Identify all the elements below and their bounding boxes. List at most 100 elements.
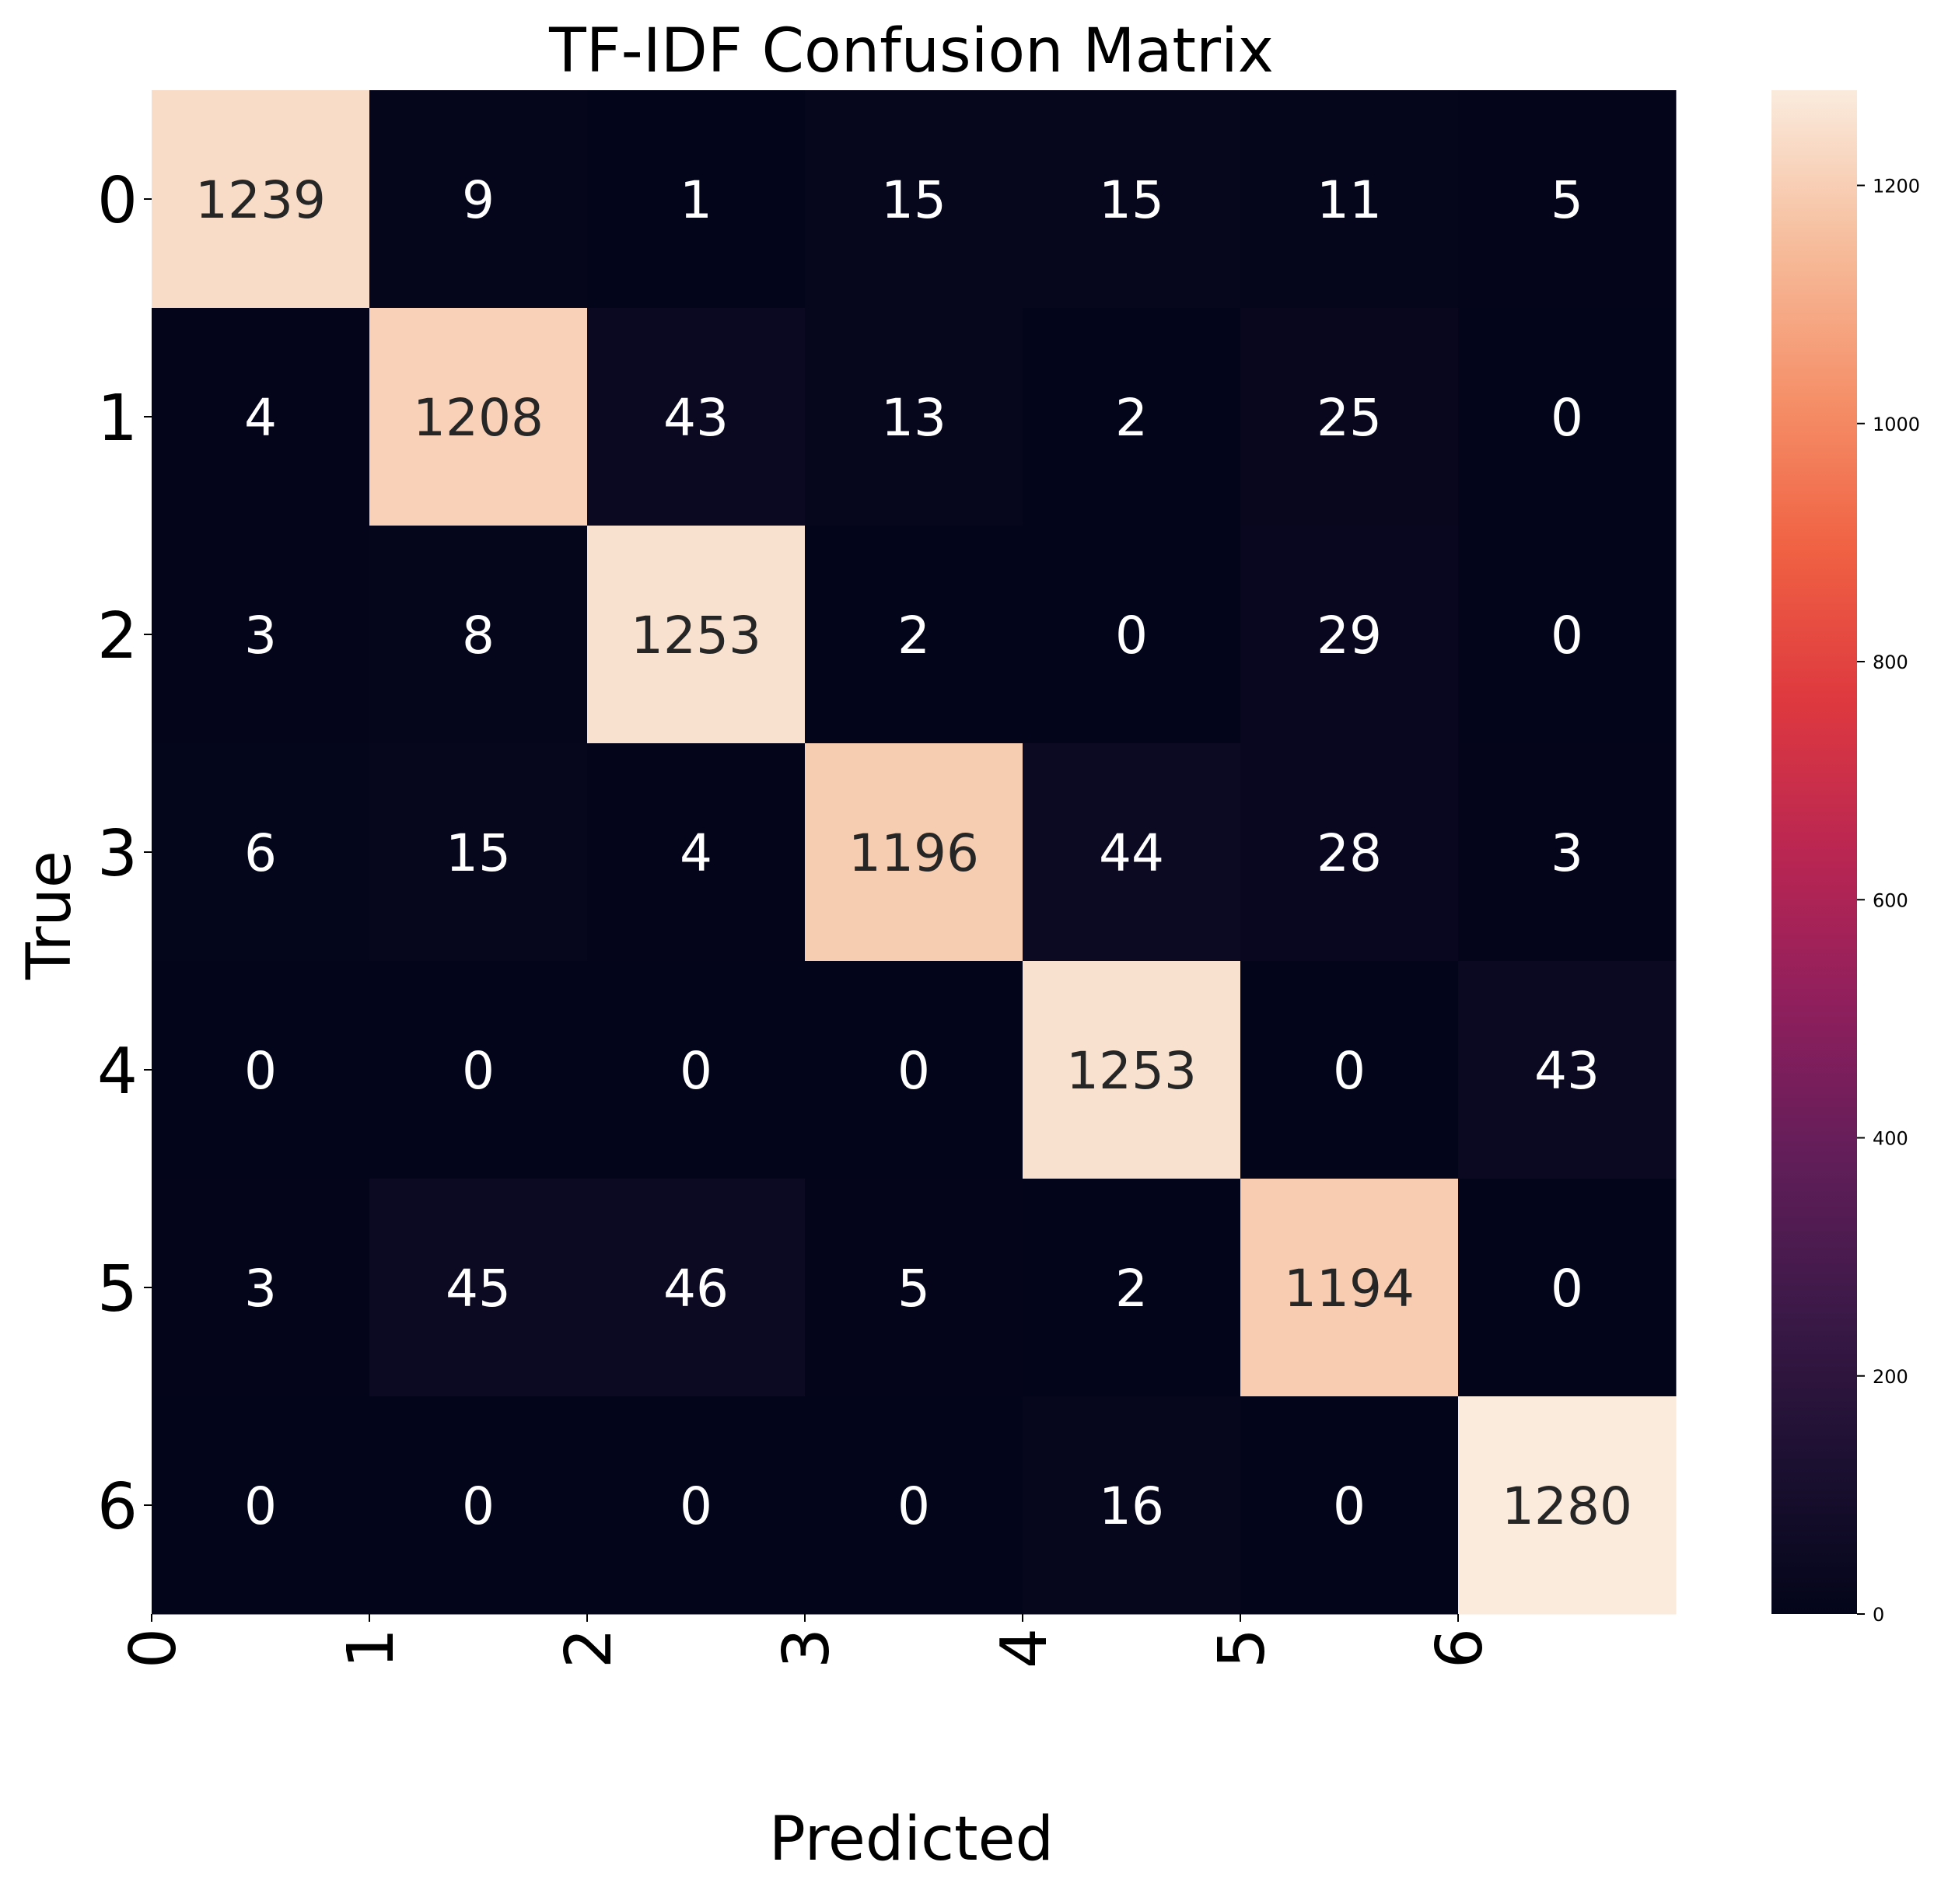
- cell-value-label: 1194: [1284, 1259, 1415, 1319]
- cell-value-label: 2: [1115, 1259, 1148, 1319]
- cell-value-label: 0: [1551, 388, 1583, 448]
- heatmap-cell-r5-c0: [152, 1179, 370, 1397]
- heatmap-cell-r1-c4: [1023, 308, 1241, 526]
- cell-value-label: 0: [244, 1041, 277, 1101]
- heatmap-cell-r3-c2: [587, 743, 806, 962]
- heatmap-cell-r1-c3: [805, 308, 1023, 526]
- heatmap-cell-r0-c6: [1458, 90, 1677, 309]
- cell-value-label: 45: [446, 1259, 511, 1319]
- cell-value-label: 4: [244, 388, 277, 448]
- cell-value-label: 1: [680, 170, 712, 230]
- y-tick-label: 1: [97, 382, 138, 456]
- colorbar-tick-label: 400: [1873, 1128, 1908, 1150]
- heatmap-cell-r2-c5: [1240, 526, 1459, 744]
- cell-value-label: 0: [897, 1041, 930, 1101]
- heatmap-cell-r5-c2: [587, 1179, 806, 1397]
- heatmap-cell-r3-c1: [369, 743, 588, 962]
- colorbar: 0 200 400 600 800 1000 1200: [1771, 90, 1920, 1626]
- heatmap-cell-r6-c4: [1023, 1396, 1241, 1615]
- cell-value-label: 15: [1099, 170, 1164, 230]
- x-axis: 0 1 2 3 4 5 6: [117, 1614, 1497, 1668]
- cell-value-label: 43: [663, 388, 729, 448]
- cell-value-label: 29: [1317, 606, 1382, 666]
- cell-value-label: 3: [244, 606, 277, 666]
- heatmap-cell-r4-c1: [369, 961, 588, 1179]
- heatmap-cell-r0-c1: [369, 90, 588, 309]
- heatmap-cell-r4-c5: [1240, 961, 1459, 1179]
- cell-value-label: 0: [1551, 606, 1583, 666]
- y-tick-label: 0: [97, 164, 138, 238]
- x-tick-label: 6: [1423, 1628, 1497, 1668]
- heatmap-cell-r4-c0: [152, 961, 370, 1179]
- cell-value-label: 0: [244, 1476, 277, 1536]
- cell-value-label: 1253: [1066, 1041, 1197, 1101]
- x-tick-label: 0: [117, 1628, 191, 1668]
- heatmap-cell-r3-c4: [1023, 743, 1241, 962]
- heatmap-cell-r4-c3: [805, 961, 1023, 1179]
- heatmap-cell-r4-c6: [1458, 961, 1677, 1179]
- heatmap-cell-r5-c4: [1023, 1179, 1241, 1397]
- heatmap-cell-r2-c4: [1023, 526, 1241, 744]
- cell-value-label: 0: [1551, 1259, 1583, 1319]
- cell-value-label: 5: [897, 1259, 930, 1319]
- cell-value-label: 46: [663, 1259, 729, 1319]
- cell-value-label: 15: [446, 823, 511, 883]
- y-tick-label: 4: [97, 1035, 138, 1109]
- colorbar-tick-label: 1200: [1873, 176, 1920, 197]
- cell-value-label: 3: [244, 1259, 277, 1319]
- heatmap-cell-r1-c1: [369, 308, 588, 526]
- cell-value-label: 0: [680, 1476, 712, 1536]
- heatmap-cell-r1-c2: [587, 308, 806, 526]
- heatmap-cell-r6-c2: [587, 1396, 806, 1615]
- x-tick-label: 3: [770, 1628, 844, 1668]
- heatmap-cell-r1-c6: [1458, 308, 1677, 526]
- heatmap-cell-r5-c3: [805, 1179, 1023, 1397]
- cell-value-label: 2: [897, 606, 930, 666]
- heatmap-cell-r5-c1: [369, 1179, 588, 1397]
- y-tick-label: 6: [97, 1470, 138, 1544]
- heatmap-cell-r5-c6: [1458, 1179, 1677, 1397]
- heatmap-cell-r4-c4: [1023, 961, 1241, 1179]
- x-tick-label: 5: [1205, 1628, 1279, 1668]
- cell-value-label: 0: [462, 1041, 495, 1101]
- cell-value-label: 25: [1317, 388, 1382, 448]
- cell-value-label: 4: [680, 823, 712, 883]
- cell-value-label: 0: [1333, 1041, 1366, 1101]
- heatmap-cell-r0-c4: [1023, 90, 1241, 309]
- colorbar-tick-label: 800: [1873, 652, 1908, 673]
- heatmap-cell-r0-c3: [805, 90, 1023, 309]
- heatmap-cell-r6-c3: [805, 1396, 1023, 1615]
- heatmap-cell-r0-c0: [152, 90, 370, 309]
- cell-value-label: 0: [462, 1476, 495, 1536]
- cell-value-label: 0: [1333, 1476, 1366, 1536]
- heatmap-cell-r2-c6: [1458, 526, 1677, 744]
- cell-value-label: 16: [1099, 1476, 1164, 1536]
- heatmap-cell-r2-c3: [805, 526, 1023, 744]
- cell-value-label: 28: [1317, 823, 1382, 883]
- heatmap-cell-r2-c2: [587, 526, 806, 744]
- cell-value-label: 0: [680, 1041, 712, 1101]
- y-tick-label: 2: [97, 599, 138, 673]
- y-axis-label: True: [15, 851, 85, 980]
- heatmap-cell-r2-c0: [152, 526, 370, 744]
- cell-value-label: 0: [1115, 606, 1148, 666]
- chart-title: TF-IDF Confusion Matrix: [548, 16, 1274, 86]
- heatmap-cell-r1-c0: [152, 308, 370, 526]
- x-axis-label: Predicted: [769, 1804, 1054, 1874]
- heatmap-cell-r1-c5: [1240, 308, 1459, 526]
- heatmap-cell-r0-c5: [1240, 90, 1459, 309]
- cell-value-label: 44: [1099, 823, 1164, 883]
- cell-value-label: 43: [1534, 1041, 1600, 1101]
- heatmap-cell-r3-c0: [152, 743, 370, 962]
- cell-value-label: 6: [244, 823, 277, 883]
- cell-value-label: 1208: [413, 388, 544, 448]
- heatmap-cell-r3-c5: [1240, 743, 1459, 962]
- y-tick-label: 5: [97, 1252, 138, 1326]
- heatmap-cell-r5-c5: [1240, 1179, 1459, 1397]
- colorbar-gradient: [1771, 90, 1857, 1614]
- cell-value-label: 1280: [1502, 1476, 1632, 1536]
- cell-value-label: 1196: [848, 823, 979, 883]
- cell-value-label: 1239: [195, 170, 326, 230]
